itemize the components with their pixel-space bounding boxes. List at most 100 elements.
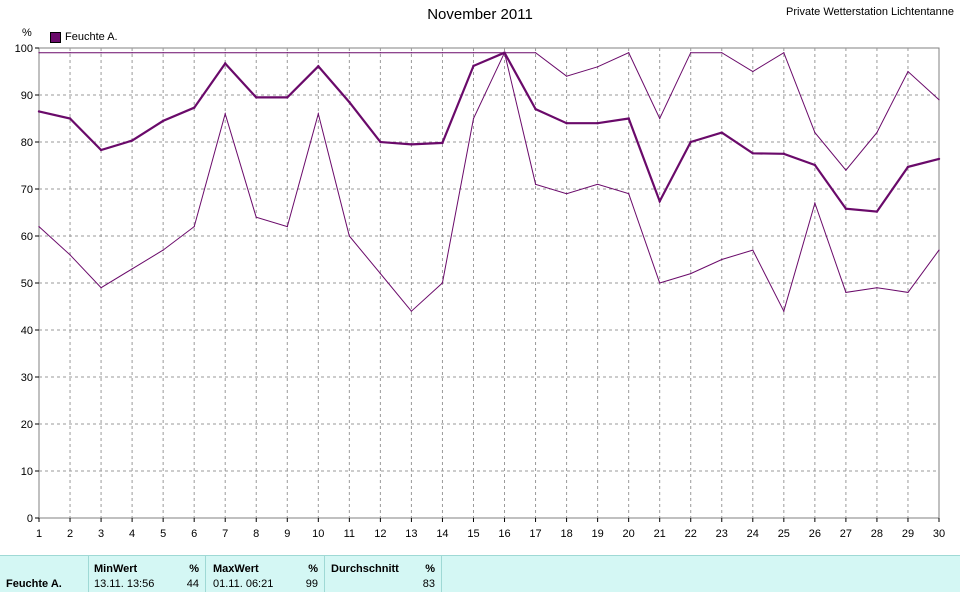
data-point-max xyxy=(783,52,785,54)
data-point-min xyxy=(752,249,754,251)
series-lines xyxy=(37,51,941,313)
y-tick-label: 40 xyxy=(21,325,33,337)
y-tick-label: 80 xyxy=(21,137,33,149)
min-value: 44 xyxy=(186,578,199,590)
x-tick-label: 27 xyxy=(840,528,852,540)
data-point-mean xyxy=(844,207,848,210)
data-point-mean xyxy=(782,152,786,155)
x-tick-label: 20 xyxy=(623,528,635,540)
data-point-mean xyxy=(161,119,165,123)
x-tick-label: 16 xyxy=(498,528,510,540)
x-tick-label: 30 xyxy=(933,528,945,540)
data-point-max xyxy=(938,99,940,101)
data-point-min xyxy=(38,226,40,228)
data-point-min xyxy=(597,183,599,185)
x-tick-label: 24 xyxy=(747,528,759,540)
data-point-max xyxy=(472,52,475,54)
data-point-min xyxy=(938,249,940,251)
data-point-mean xyxy=(192,106,196,109)
data-point-max xyxy=(628,52,630,54)
y-axis-ticks: 0 10 20 30 40 50 60 70 80 90 100 xyxy=(15,43,39,525)
x-tick-label: 2 xyxy=(67,528,73,540)
series-line-min xyxy=(38,51,940,313)
max-header: MaxWert xyxy=(213,563,259,575)
data-point-max xyxy=(907,70,909,73)
avg-unit: % xyxy=(425,563,435,575)
x-tick-label: 15 xyxy=(467,528,479,540)
data-point-min xyxy=(193,226,195,228)
data-point-mean xyxy=(627,117,630,120)
data-point-min xyxy=(659,282,661,284)
data-point-mean xyxy=(286,96,289,99)
grid-lines xyxy=(39,48,939,518)
data-point-max xyxy=(565,75,568,77)
data-point-max xyxy=(317,52,319,54)
data-point-max xyxy=(348,52,350,54)
x-tick-label: 14 xyxy=(436,528,448,540)
avg-cell: Durchschnitt % 83 xyxy=(324,556,441,592)
x-tick-label: 4 xyxy=(129,528,135,540)
y-tick-label: 60 xyxy=(21,231,33,243)
x-tick-label: 13 xyxy=(405,528,417,540)
min-datetime: 13.11. 13:56 xyxy=(94,578,155,590)
x-tick-label: 28 xyxy=(871,528,883,540)
data-point-min xyxy=(379,273,381,275)
data-point-min xyxy=(503,52,506,54)
stats-end-divider xyxy=(441,556,442,592)
x-tick-label: 12 xyxy=(374,528,386,540)
data-point-min xyxy=(131,268,133,270)
max-cell: MaxWert % 01.11. 06:21 99 xyxy=(205,556,324,592)
data-point-max xyxy=(534,52,537,54)
x-tick-label: 25 xyxy=(778,528,790,540)
legend: Feuchte A. xyxy=(50,31,118,43)
data-point-max xyxy=(286,52,288,54)
x-tick-label: 10 xyxy=(312,528,324,540)
data-point-min xyxy=(410,310,413,312)
data-point-min xyxy=(441,282,444,284)
data-point-min xyxy=(814,202,816,204)
y-tick-label: 100 xyxy=(15,43,33,55)
data-point-min xyxy=(876,287,878,289)
x-tick-label: 8 xyxy=(253,528,259,540)
data-point-mean xyxy=(37,110,41,113)
data-point-max xyxy=(162,52,164,54)
data-point-mean xyxy=(596,122,599,125)
data-point-mean xyxy=(68,117,72,120)
data-point-mean xyxy=(317,65,320,68)
data-point-mean xyxy=(255,96,258,99)
y-tick-label: 70 xyxy=(21,184,33,196)
avg-header: Durchschnitt xyxy=(331,563,399,575)
data-point-max xyxy=(845,169,847,171)
data-point-mean xyxy=(441,141,444,145)
data-point-min xyxy=(534,183,537,185)
x-tick-label: 5 xyxy=(160,528,166,540)
x-tick-label: 1 xyxy=(36,528,42,540)
x-tick-label: 9 xyxy=(284,528,290,540)
min-header: MinWert xyxy=(94,563,138,575)
data-point-mean xyxy=(472,64,475,68)
series-line-mean xyxy=(38,51,940,213)
series-line-max xyxy=(39,51,940,171)
x-tick-label: 23 xyxy=(716,528,728,540)
data-point-max xyxy=(814,132,816,134)
data-point-max xyxy=(255,52,257,54)
y-tick-label: 10 xyxy=(21,466,33,478)
avg-value: 83 xyxy=(422,578,435,590)
x-tick-label: 11 xyxy=(344,528,355,540)
data-point-mean xyxy=(224,62,227,65)
legend-label: Feuchte A. xyxy=(65,31,118,43)
data-point-min xyxy=(162,249,164,251)
max-value: 99 xyxy=(305,578,318,590)
max-datetime: 01.11. 06:21 xyxy=(213,578,274,590)
data-point-mean xyxy=(689,140,692,144)
stats-row-label: Feuchte A. xyxy=(6,578,62,590)
data-point-min xyxy=(628,193,630,195)
y-tick-label: 50 xyxy=(21,278,33,290)
legend-swatch xyxy=(50,31,61,43)
data-point-min xyxy=(783,310,785,312)
max-unit: % xyxy=(308,563,318,575)
x-tick-label: 3 xyxy=(98,528,104,540)
data-point-max xyxy=(441,52,444,54)
data-point-max xyxy=(193,52,195,54)
